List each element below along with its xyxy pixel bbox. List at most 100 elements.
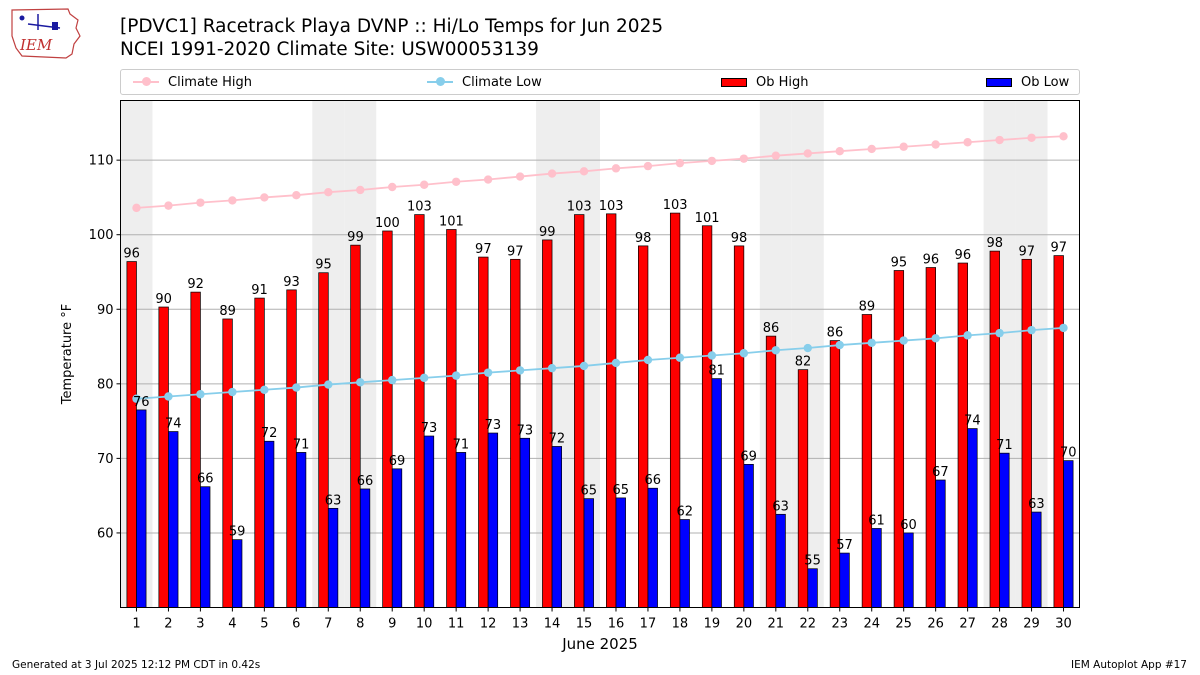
ob-low-bar (264, 440, 275, 608)
climate-high-point (356, 185, 365, 195)
ob-high-value-label: 95 (891, 255, 908, 270)
ob-high-value-label: 101 (695, 211, 720, 226)
ob-low-bar (168, 431, 179, 608)
ob-low-value-label: 73 (421, 421, 438, 436)
climate-low-point (164, 392, 173, 401)
x-tick-label: 21 (768, 617, 785, 632)
legend-swatch-climate-high (133, 77, 159, 86)
ob-low-bar (711, 378, 722, 608)
ob-high-bar (382, 230, 393, 608)
climate-low-point (675, 353, 685, 362)
ob-low-value-label: 72 (549, 431, 566, 446)
ob-low-bar (583, 498, 594, 608)
ob-low-bar (743, 463, 754, 608)
legend-swatch-climate-low (427, 77, 453, 86)
x-tick-label: 3 (196, 617, 204, 632)
climate-low-point (963, 331, 972, 340)
ob-low-value-label: 74 (165, 417, 182, 432)
ob-high-bar (1021, 258, 1032, 608)
ob-high-bar (318, 272, 329, 608)
legend-swatch-ob-high (721, 77, 747, 87)
x-tick-label: 20 (736, 617, 753, 632)
ob-high-value-label: 97 (507, 244, 524, 259)
legend-label: Climate High (168, 74, 253, 90)
ob-high-value-label: 98 (987, 236, 1004, 251)
ob-low-bar (839, 552, 850, 608)
ob-high-bar (765, 335, 777, 608)
ob-high-value-label: 97 (475, 242, 492, 257)
ob-high-value-label: 95 (315, 258, 332, 273)
ob-low-value-label: 66 (197, 472, 214, 487)
ob-high-bar (701, 225, 713, 608)
ob-high-bar (222, 318, 233, 608)
ob-high-value-label: 103 (663, 198, 688, 213)
iowa-state-outline (11, 8, 81, 59)
ob-low-bar (200, 486, 211, 608)
ob-low-value-label: 70 (1060, 446, 1077, 461)
x-tick-label: 27 (959, 617, 976, 632)
logo-sun-icon (19, 15, 25, 21)
ob-low-value-label: 73 (485, 418, 502, 433)
ob-high-bar (510, 258, 521, 608)
x-tick-label: 25 (895, 617, 912, 632)
ob-low-value-label: 72 (261, 426, 278, 441)
climate-low-point (579, 361, 589, 371)
x-tick-label: 29 (1023, 617, 1040, 632)
ob-high-value-label: 96 (923, 253, 940, 268)
ob-high-value-label: 82 (795, 355, 812, 370)
climate-low-point (356, 378, 365, 387)
climate-low-point (419, 373, 429, 383)
climate-high-point (1059, 132, 1068, 141)
ob-low-bar (232, 539, 243, 608)
climate-low-point (739, 349, 749, 358)
chart-title: [PDVC1] Racetrack Playa DVNP :: Hi/Lo Te… (120, 16, 664, 37)
ob-high-bar (158, 306, 169, 608)
climate-high-point (547, 169, 557, 178)
ob-high-value-label: 98 (731, 231, 748, 246)
ob-high-value-label: 89 (859, 299, 876, 314)
x-tick-label: 30 (1055, 617, 1072, 632)
ob-low-bar (647, 487, 658, 608)
climate-high-point (1027, 133, 1036, 142)
x-axis-label: June 2025 (561, 635, 638, 653)
climate-high-point (707, 156, 717, 166)
weekend-shade-band (791, 100, 824, 608)
ob-high-value-label: 101 (439, 214, 464, 229)
climate-high-point (260, 193, 269, 202)
climate-high-point (483, 175, 493, 184)
legend-label: Ob Low (1021, 74, 1070, 90)
ob-high-bar (638, 245, 649, 608)
ob-high-bar (797, 369, 809, 608)
ob-high-value-label: 96 (955, 248, 972, 263)
ob-high-bar (350, 244, 361, 608)
weekend-shade-band (344, 100, 377, 608)
climate-low-point (547, 363, 557, 373)
ob-low-value-label: 73 (517, 423, 534, 438)
legend-item-ob-high: Ob High (721, 70, 809, 94)
climate-low-point (931, 334, 940, 343)
climate-high-line (136, 135, 1064, 209)
climate-low-point (451, 371, 461, 380)
ob-high-value-label: 96 (123, 247, 140, 262)
x-tick-label: 17 (640, 617, 657, 632)
ob-low-bar (327, 507, 339, 608)
ob-high-value-label: 99 (539, 225, 556, 240)
y-tick-label: 90 (97, 303, 114, 318)
climate-high-point (324, 188, 333, 197)
legend-swatch-ob-low (986, 77, 1012, 87)
bar-labels-layer: 96 76 90 74 92 66 89 59 91 72 93 71 95 63 99 66 100 69 103… (123, 198, 1076, 569)
climate-low-point (228, 387, 237, 397)
climate-high-point (451, 177, 461, 186)
ob-high-bar (669, 212, 681, 608)
ob-high-value-label: 93 (283, 275, 300, 290)
ob-low-bar (359, 488, 371, 608)
ob-low-value-label: 62 (676, 505, 693, 520)
x-tick-label: 4 (228, 617, 236, 632)
x-tick-label: 24 (863, 617, 880, 632)
chart-subtitle: NCEI 1991-2020 Climate Site: USW00053139 (120, 39, 539, 60)
weekend-shade-band (1015, 100, 1048, 608)
ob-low-value-label: 63 (772, 499, 789, 514)
ob-high-value-label: 97 (1018, 244, 1035, 259)
x-tick-label: 9 (388, 617, 396, 632)
